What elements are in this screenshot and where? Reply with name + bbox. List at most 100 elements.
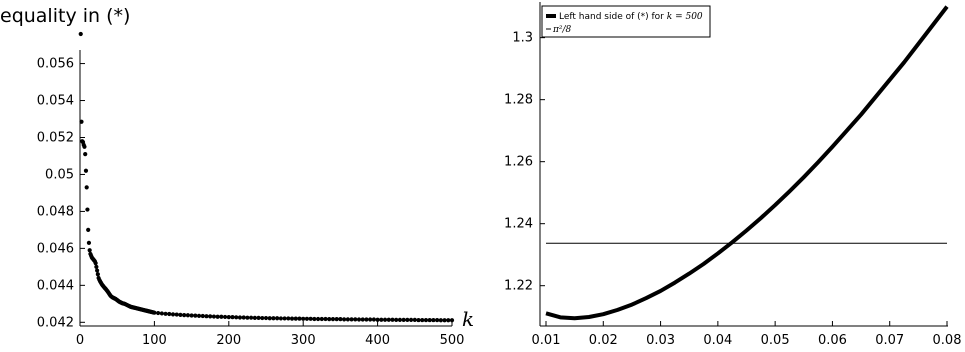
data-point (230, 315, 235, 320)
legend-box (541, 5, 711, 38)
x-tick-label: 0.02 (589, 333, 618, 348)
legend-label-lhs: Left hand side of (*) for k = 500 (559, 12, 703, 22)
x-tick-label: 500 (440, 333, 465, 348)
data-point (174, 312, 179, 317)
data-point (263, 315, 269, 321)
data-point (241, 315, 246, 320)
data-point (170, 312, 176, 317)
data-point (334, 317, 339, 322)
data-point (435, 317, 440, 323)
data-point (271, 316, 276, 321)
data-point (275, 316, 280, 321)
data-point (416, 317, 421, 323)
data-point (245, 315, 250, 320)
y-tick-label: 0.052 (37, 130, 74, 145)
data-point (159, 311, 164, 316)
data-point (86, 227, 91, 232)
data-point (156, 310, 161, 316)
data-point (304, 316, 310, 321)
data-point (446, 318, 451, 323)
data-point (249, 315, 254, 320)
data-point (438, 318, 443, 323)
data-point (286, 316, 291, 321)
y-tick-label: 1.26 (504, 155, 533, 170)
legend-label-pi: π²/8 (552, 25, 572, 35)
data-point (371, 317, 376, 322)
data-point (390, 317, 395, 322)
right-line-chart: 1.22 1.24 1.26 1.28 1.3 0.01 0.02 0.03 0.04 0.05… (504, 2, 961, 348)
data-point (204, 314, 209, 319)
data-point (167, 311, 172, 317)
data-point (442, 318, 447, 323)
x-axis-label-k: k (462, 307, 474, 331)
data-point (301, 316, 306, 321)
data-point (323, 316, 328, 322)
data-point (386, 317, 391, 322)
data-point (315, 316, 321, 322)
data-point (408, 317, 414, 323)
y-tick-label: 0.048 (37, 204, 74, 219)
x-tick-label: 100 (142, 333, 167, 348)
data-point (178, 312, 183, 318)
y-tick-label: 0.046 (37, 241, 74, 256)
x-tick-label: 0.08 (933, 333, 962, 348)
data-point (382, 317, 388, 322)
right-series (545, 5, 949, 321)
data-point (368, 317, 373, 322)
data-point (364, 317, 369, 322)
data-point (278, 316, 283, 321)
data-point (163, 311, 168, 316)
y-tick-label: 0.054 (37, 94, 74, 109)
data-point (83, 152, 88, 157)
data-point (412, 317, 417, 323)
data-point (394, 317, 399, 323)
data-point (252, 315, 257, 320)
data-point (308, 316, 313, 321)
y-tick-label: 1.28 (504, 93, 533, 108)
y-tick-label: 1.24 (504, 217, 533, 232)
data-point (152, 310, 157, 315)
data-point (85, 207, 90, 212)
right-x-ticks: 0.01 0.02 0.03 0.04 0.05 0.06 0.07 0.08 (532, 321, 962, 348)
data-point (297, 316, 302, 321)
data-point (397, 317, 403, 323)
y-tick-label: 1.3 (512, 31, 533, 46)
data-point (193, 313, 198, 318)
data-point (226, 315, 231, 320)
chart-title: equality in (*) (0, 5, 130, 27)
x-tick-label: 300 (291, 333, 316, 348)
data-point (360, 317, 365, 322)
data-point (405, 317, 410, 323)
data-point (330, 317, 336, 322)
data-point (78, 31, 83, 37)
data-point (234, 315, 239, 320)
data-point (219, 314, 224, 319)
x-tick-label: 400 (365, 333, 390, 348)
data-point (375, 317, 380, 322)
y-tick-label: 0.05 (45, 167, 74, 182)
data-point (237, 315, 243, 320)
data-point (95, 272, 100, 277)
data-point (293, 316, 298, 321)
data-point (87, 248, 92, 253)
data-point (211, 314, 217, 319)
x-tick-label: 0.05 (761, 333, 790, 348)
left-scatter-chart: equality in (*) 0.042 0.044 0.046 0.048 0.05… (0, 5, 474, 348)
data-point (353, 317, 358, 322)
x-tick-label: 0.06 (818, 333, 847, 348)
x-tick-label: 0 (76, 333, 84, 348)
data-point (420, 317, 425, 323)
x-tick-label: 0.01 (532, 333, 561, 348)
data-point (356, 317, 362, 322)
data-point (312, 316, 317, 322)
data-point (349, 317, 354, 322)
x-tick-label: 0.07 (875, 333, 904, 348)
data-point (427, 317, 432, 323)
data-point (196, 313, 202, 318)
data-point (208, 314, 213, 319)
y-tick-label: 0.056 (37, 57, 74, 72)
data-point (94, 264, 99, 269)
data-point (423, 317, 429, 323)
x-tick-label: 200 (216, 333, 241, 348)
right-y-ticks: 1.22 1.24 1.26 1.28 1.3 (504, 31, 545, 294)
